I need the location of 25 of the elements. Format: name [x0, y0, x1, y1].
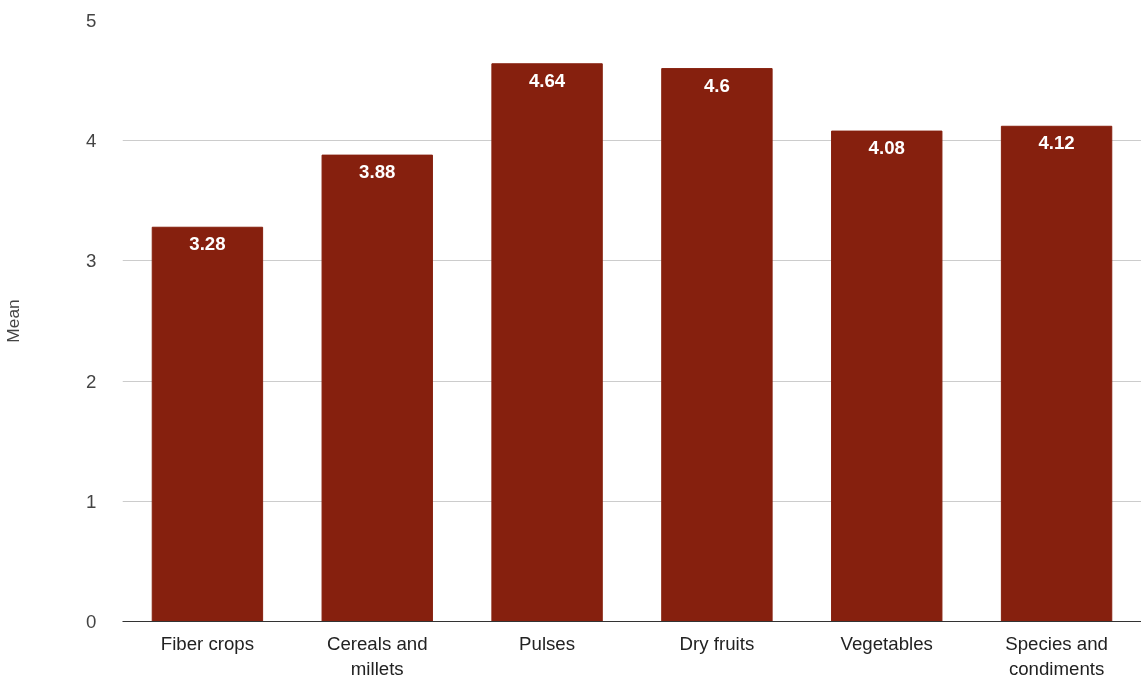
- bar: [831, 130, 943, 622]
- bar: [1000, 125, 1113, 622]
- data-label: 4.64: [528, 69, 566, 91]
- x-tick-label: Cereals and millets: [326, 632, 428, 679]
- x-tick-label: Species and condiments: [1005, 632, 1108, 679]
- bar: [321, 154, 433, 622]
- y-tick-label: 5: [86, 10, 97, 31]
- bar: [661, 68, 773, 622]
- x-tick-label: Dry fruits: [679, 632, 755, 654]
- x-tick-label: Fiber crops: [160, 632, 255, 654]
- bar: [151, 226, 264, 622]
- y-tick-label: 3: [86, 250, 97, 272]
- y-tick-label: 4: [86, 130, 97, 152]
- data-label: 4.6: [703, 74, 730, 96]
- y-tick-label: 0: [86, 611, 97, 632]
- x-tick-label: Vegetables: [840, 632, 933, 654]
- data-label: 3.88: [359, 161, 396, 183]
- data-label: 4.08: [868, 137, 905, 159]
- data-label: 4.12: [1038, 132, 1075, 154]
- y-axis-title: Mean: [3, 299, 24, 343]
- y-tick-label: 2: [86, 370, 97, 392]
- y-tick-label: 1: [86, 490, 97, 512]
- x-tick-label: Pulses: [519, 632, 576, 654]
- data-label: 3.28: [189, 233, 226, 255]
- bar: [491, 63, 603, 622]
